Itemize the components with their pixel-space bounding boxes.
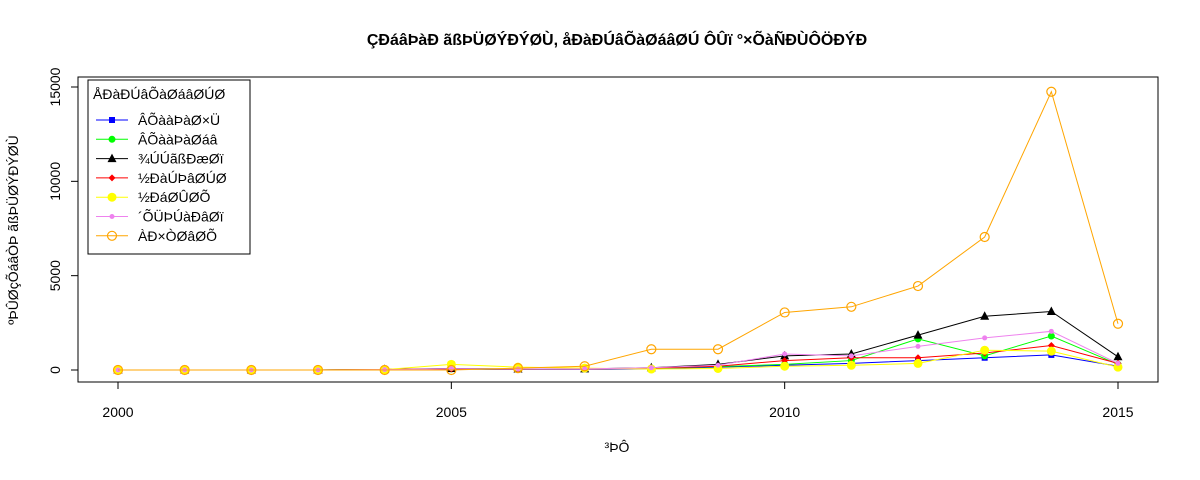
series-line: [118, 90, 1119, 371]
data-point: [1046, 346, 1056, 356]
data-point: [980, 311, 990, 320]
legend-swatch-marker: [108, 174, 116, 182]
legend-swatch-marker: [106, 230, 118, 241]
data-point: [980, 345, 990, 355]
data-point: [446, 359, 456, 369]
legend-item: ½ÐàÚÞâØÚØ: [96, 170, 227, 186]
data-point: [780, 361, 790, 371]
legend-item: ÀÐ×ÒØâØÕ: [96, 228, 217, 244]
legend: ÅÐàÐÚâÕàØáâØÚØ ÂÕààÞàØ×Ü ÂÕààÞàØáâ ¾ÚÚãßÐæ…: [87, 79, 251, 255]
plot-frame: [77, 76, 1159, 383]
x-tick-label: 2005: [436, 404, 467, 420]
legend-item: ½ÐáØÛØÕ: [96, 189, 210, 205]
legend-swatch-marker: [107, 192, 117, 202]
data-point: [846, 360, 856, 370]
data-point: [312, 364, 324, 376]
legend-box: [87, 79, 251, 255]
y-axis-label: ºÞÛØçÕáâÒÞ ãßÞÜØÝÐÝØÙ: [4, 135, 21, 325]
data-point: [246, 364, 257, 376]
data-point: [1046, 306, 1056, 316]
data-point: [846, 301, 857, 312]
series: [115, 328, 1121, 373]
data-point: [512, 363, 524, 374]
data-point: [1048, 328, 1054, 334]
data-point: [715, 362, 721, 368]
data-point: [646, 344, 657, 355]
y-tick-label: 5000: [47, 260, 63, 291]
data-point: [979, 231, 990, 243]
legend-title: ÅÐàÐÚâÕàØáâØÚØ: [93, 86, 225, 102]
legend-swatch-marker: [108, 135, 116, 143]
y-tick-label: 10000: [47, 162, 63, 201]
legend-swatch-marker: [109, 117, 115, 123]
series-line: [118, 349, 1119, 371]
legend-item: ´ÕÜÞÚàÐâØï: [96, 208, 224, 225]
data-point: [1112, 318, 1124, 329]
x-axis: 2000 2005 2010 2015: [102, 382, 1134, 420]
data-point: [782, 351, 788, 357]
data-point: [648, 365, 654, 371]
data-point: [579, 361, 590, 372]
legend-label: ´ÕÜÞÚàÐâØï: [138, 208, 224, 225]
series-layer: [112, 86, 1124, 376]
data-point: [1115, 360, 1121, 366]
data-point: [112, 364, 124, 376]
series-line: [118, 330, 1119, 371]
x-axis-label: ³ÞÔ: [605, 439, 630, 455]
data-point: [1046, 86, 1057, 97]
legend-label: ÂÕààÞàØáâ: [138, 131, 218, 147]
y-axis: 0 5000 10000 15000: [47, 67, 78, 374]
data-point: [913, 358, 923, 368]
legend-item: ¾ÚÚãßÐæØï: [96, 151, 224, 167]
data-point: [779, 307, 790, 318]
series-line: [118, 354, 1119, 371]
data-point: [1047, 332, 1055, 340]
legend-swatch-marker: [109, 214, 115, 219]
x-tick-label: 2015: [1102, 404, 1133, 420]
legend-label: ¾ÚÚãßÐæØï: [138, 151, 224, 167]
data-point: [179, 364, 190, 376]
data-point: [915, 343, 921, 349]
legend-swatch-marker: [107, 153, 117, 163]
series: [112, 86, 1124, 376]
data-point: [515, 366, 521, 372]
y-tick-label: 0: [47, 366, 63, 374]
data-point: [1113, 351, 1123, 361]
y-tick-label: 15000: [47, 67, 63, 106]
legend-label: ½ÐàÚÞâØÚØ: [138, 170, 227, 186]
x-tick-label: 2010: [769, 404, 800, 420]
data-point: [712, 344, 724, 355]
data-point: [446, 364, 457, 376]
data-point: [379, 364, 390, 376]
legend-label: ÂÕààÞàØ×Ü: [138, 111, 220, 128]
chart-title: ÇÐáâÞàÐ ãßÞÜØÝÐÝØÙ, åÐàÐÚâÕàØáâØÚ ÔÛï °×…: [367, 29, 867, 49]
data-point: [912, 280, 924, 292]
legend-label: ÀÐ×ÒØâØÕ: [138, 228, 217, 244]
x-tick-label: 2000: [102, 404, 133, 420]
legend-item: ÂÕààÞàØáâ: [96, 131, 218, 147]
legend-label: ½ÐáØÛØÕ: [138, 189, 210, 205]
series-line: [118, 311, 1119, 371]
data-point: [982, 335, 988, 341]
data-point: [1113, 362, 1123, 372]
data-point: [913, 330, 923, 339]
legend-item: ÂÕààÞàØ×Ü: [96, 111, 220, 128]
data-point: [848, 353, 854, 359]
